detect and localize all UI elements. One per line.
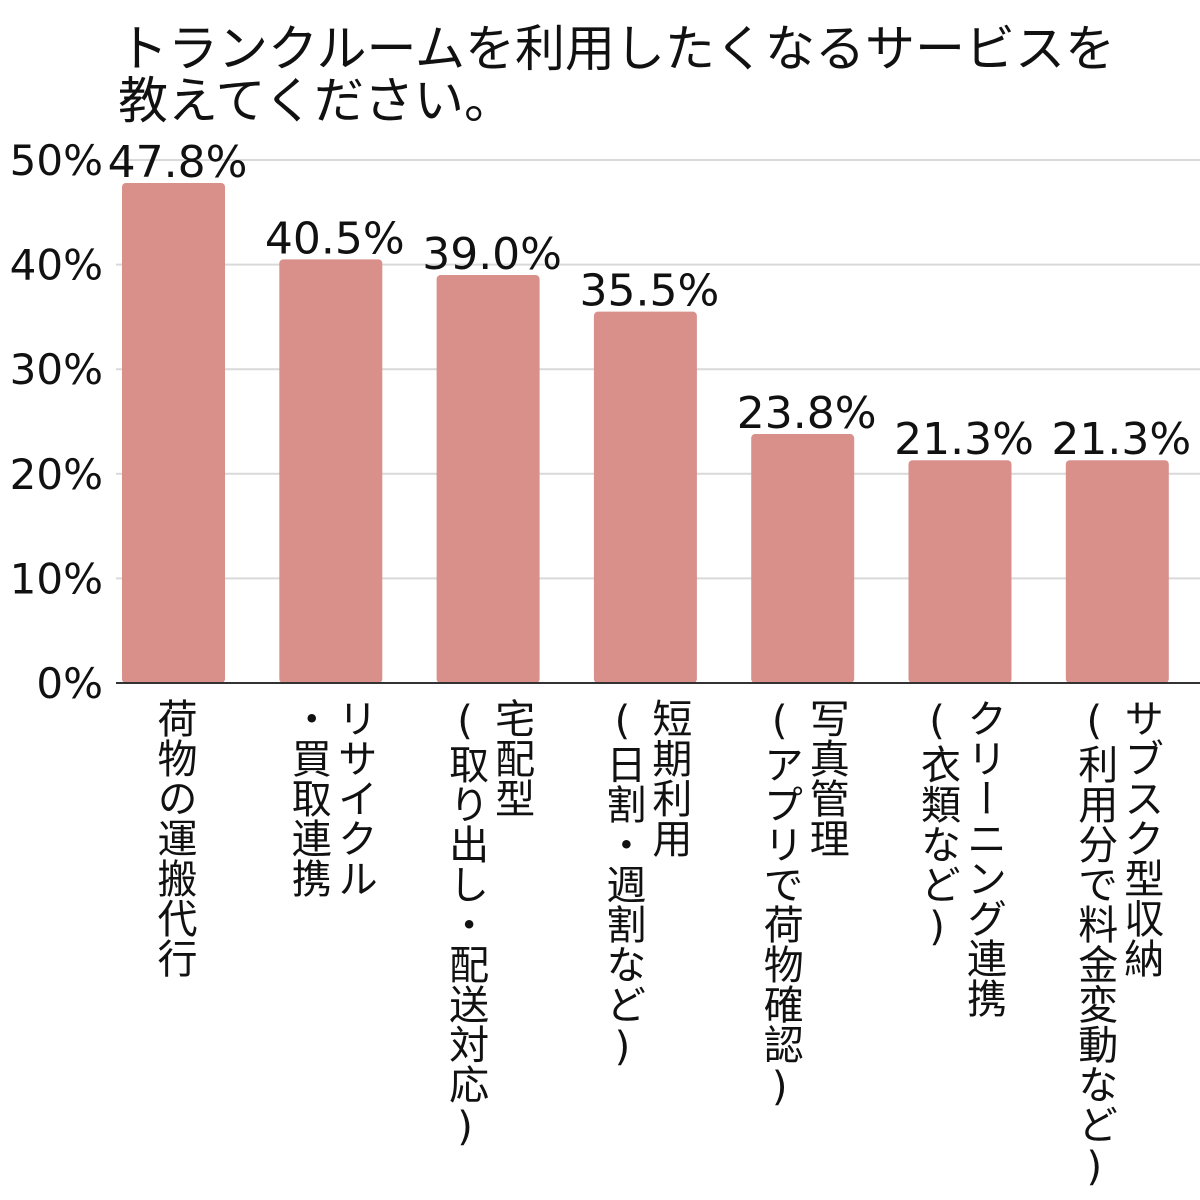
data-label: 21.3% bbox=[894, 414, 1034, 465]
y-tick-label: 20% bbox=[10, 450, 103, 499]
category-label: (日割・週割など) bbox=[599, 698, 645, 1070]
y-tick-label: 30% bbox=[10, 345, 103, 394]
category-label: 荷物の運搬代行 bbox=[151, 698, 198, 978]
chart-title-line: トランクルームを利用したくなるサービスを bbox=[118, 20, 1115, 78]
bar bbox=[1065, 460, 1169, 683]
category-label: 写真管理 bbox=[803, 698, 849, 858]
category-label: リサイクル bbox=[331, 698, 377, 898]
category-label: クリーニング連携 bbox=[960, 698, 1006, 1018]
category-label: サブスク型収納 bbox=[1117, 698, 1163, 978]
data-label: 23.8% bbox=[737, 388, 877, 439]
y-tick-label: 40% bbox=[10, 241, 103, 290]
data-label: 35.5% bbox=[580, 266, 720, 317]
y-tick-label: 10% bbox=[10, 554, 103, 603]
category-label: (利用分で料金変動など) bbox=[1071, 698, 1117, 1190]
category-label: (アプリで荷物確認) bbox=[757, 698, 803, 1110]
bar bbox=[279, 259, 383, 683]
data-label: 40.5% bbox=[265, 213, 405, 264]
category-label: (衣類など) bbox=[914, 698, 960, 950]
y-tick-label: 50% bbox=[10, 136, 103, 185]
y-tick-label: 0% bbox=[36, 659, 103, 708]
category-label: ・買取連携 bbox=[285, 698, 331, 898]
bar bbox=[122, 183, 225, 683]
data-label: 21.3% bbox=[1051, 414, 1191, 465]
bar bbox=[908, 460, 1012, 683]
bar bbox=[593, 311, 697, 683]
category-label: 宅配型 bbox=[488, 698, 534, 818]
chart-title-line: 教えてください。 bbox=[118, 72, 514, 130]
data-label: 39.0% bbox=[422, 229, 562, 280]
category-label: 短期利用 bbox=[645, 698, 691, 858]
bars bbox=[122, 183, 1169, 683]
category-labels: 荷物の運搬代行 リサイクル・買取連携 宅配型(取り出し・配送対応) 短期利用(日割・週… bbox=[151, 698, 1164, 1190]
data-labels: 47.8% 40.5% 39.0% 35.5% 23.8% 21.3% 21.3% bbox=[108, 137, 1192, 465]
data-label: 47.8% bbox=[108, 137, 248, 188]
axes: 0% 10% 20% 30% 40% 50% bbox=[10, 136, 1200, 708]
bar bbox=[436, 275, 540, 683]
category-label: (取り出し・配送対応) bbox=[442, 698, 489, 1150]
bar bbox=[751, 434, 855, 683]
